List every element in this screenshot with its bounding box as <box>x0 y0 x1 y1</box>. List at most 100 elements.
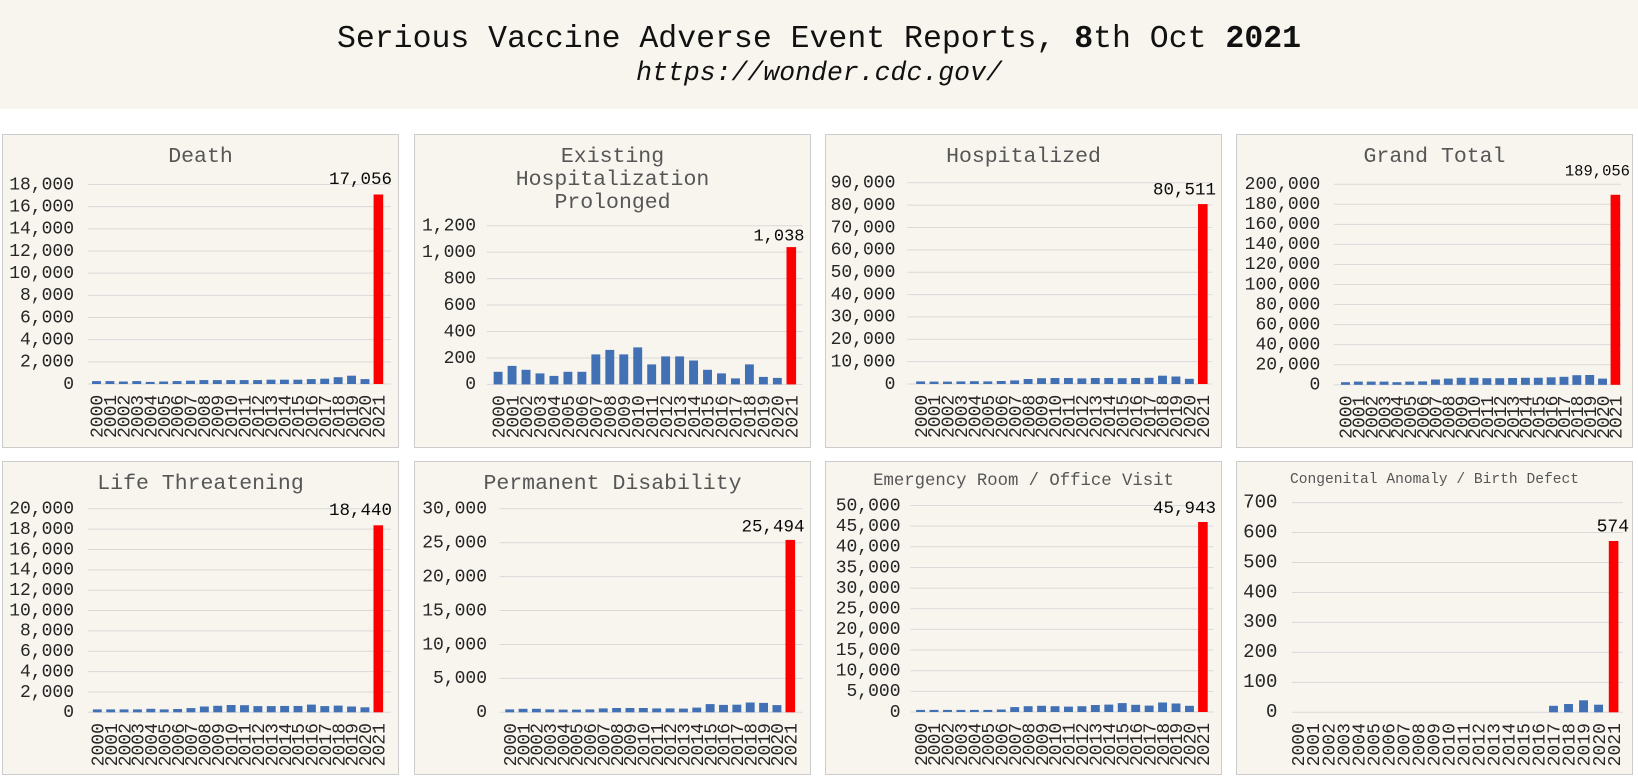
svg-text:2006: 2006 <box>993 395 1013 438</box>
svg-text:2008: 2008 <box>608 723 628 766</box>
svg-text:12,000: 12,000 <box>9 581 74 601</box>
svg-text:2005: 2005 <box>156 395 176 438</box>
svg-text:2007: 2007 <box>183 395 203 438</box>
svg-text:40,000: 40,000 <box>836 538 901 558</box>
svg-text:2002: 2002 <box>528 723 548 766</box>
svg-text:15,000: 15,000 <box>836 641 901 661</box>
svg-text:2003: 2003 <box>130 723 150 766</box>
svg-text:2007: 2007 <box>183 723 203 766</box>
svg-text:200: 200 <box>1243 641 1277 663</box>
svg-text:2013: 2013 <box>671 395 691 438</box>
svg-text:2000: 2000 <box>913 395 933 438</box>
svg-text:2009: 2009 <box>1034 395 1054 438</box>
svg-text:2016: 2016 <box>304 723 324 766</box>
svg-text:2010: 2010 <box>635 723 655 766</box>
svg-text:2005: 2005 <box>1365 723 1385 766</box>
svg-text:2011: 2011 <box>1061 723 1081 766</box>
svg-text:2012: 2012 <box>662 723 682 766</box>
svg-text:2014: 2014 <box>1501 723 1521 766</box>
svg-text:2011: 2011 <box>1479 396 1499 439</box>
svg-text:2001: 2001 <box>103 723 123 766</box>
svg-text:2016: 2016 <box>1128 395 1148 438</box>
svg-text:2000: 2000 <box>913 723 933 766</box>
svg-text:10,000: 10,000 <box>9 601 74 621</box>
svg-text:2000: 2000 <box>490 395 510 438</box>
svg-text:2014: 2014 <box>1101 723 1121 766</box>
svg-text:20,000: 20,000 <box>1255 356 1320 376</box>
svg-text:2020: 2020 <box>1182 395 1202 438</box>
svg-text:Existing: Existing <box>560 145 663 169</box>
svg-text:0: 0 <box>885 375 896 395</box>
svg-text:2014: 2014 <box>1101 395 1121 438</box>
svg-text:4,000: 4,000 <box>20 662 74 682</box>
svg-text:2012: 2012 <box>250 395 270 438</box>
svg-text:2015: 2015 <box>1516 723 1536 766</box>
svg-text:2011: 2011 <box>236 395 256 438</box>
svg-text:2005: 2005 <box>568 723 588 766</box>
svg-text:2015: 2015 <box>1530 396 1550 439</box>
svg-text:2012: 2012 <box>1492 396 1512 439</box>
svg-text:2004: 2004 <box>967 723 987 766</box>
svg-text:2003: 2003 <box>532 395 552 438</box>
svg-text:2014: 2014 <box>277 395 297 438</box>
svg-text:300: 300 <box>1243 611 1277 633</box>
svg-text:12,000: 12,000 <box>9 242 74 262</box>
svg-text:2004: 2004 <box>143 723 163 766</box>
svg-text:2018: 2018 <box>1561 723 1581 766</box>
svg-text:2004: 2004 <box>967 395 987 438</box>
svg-text:2006: 2006 <box>1415 396 1435 439</box>
svg-text:2003: 2003 <box>953 723 973 766</box>
svg-text:2005: 2005 <box>560 395 580 438</box>
svg-text:2021: 2021 <box>1608 396 1628 439</box>
svg-text:2004: 2004 <box>142 395 162 438</box>
svg-text:2016: 2016 <box>1531 723 1551 766</box>
svg-text:2017: 2017 <box>317 395 337 438</box>
svg-text:2013: 2013 <box>263 395 283 438</box>
svg-text:2007: 2007 <box>1395 723 1415 766</box>
svg-text:2008: 2008 <box>196 395 216 438</box>
svg-text:2017: 2017 <box>1141 723 1161 766</box>
svg-text:Prolonged: Prolonged <box>554 191 670 215</box>
svg-text:1,000: 1,000 <box>421 243 475 263</box>
svg-text:5,000: 5,000 <box>432 669 486 689</box>
svg-text:2002: 2002 <box>1363 396 1383 439</box>
svg-text:2017: 2017 <box>1556 396 1576 439</box>
svg-text:2001: 2001 <box>1305 723 1325 766</box>
svg-text:2003: 2003 <box>953 395 973 438</box>
svg-text:0: 0 <box>890 703 901 723</box>
svg-text:2007: 2007 <box>1007 395 1027 438</box>
svg-text:Emergency Room / Office Visit: Emergency Room / Office Visit <box>873 472 1174 491</box>
svg-text:20,000: 20,000 <box>9 500 74 520</box>
svg-text:Life Threatening: Life Threatening <box>97 472 303 496</box>
svg-text:500: 500 <box>1243 551 1277 573</box>
svg-text:2001: 2001 <box>102 395 122 438</box>
svg-text:2010: 2010 <box>223 395 243 438</box>
svg-text:8,000: 8,000 <box>20 622 74 642</box>
svg-text:2019: 2019 <box>1576 723 1596 766</box>
svg-text:2000: 2000 <box>89 395 109 438</box>
svg-text:2018: 2018 <box>741 395 761 438</box>
svg-text:2002: 2002 <box>940 395 960 438</box>
svg-text:2006: 2006 <box>574 395 594 438</box>
svg-text:120,000: 120,000 <box>1245 255 1321 275</box>
svg-text:40,000: 40,000 <box>1255 335 1320 355</box>
svg-text:0: 0 <box>465 375 476 395</box>
svg-text:2008: 2008 <box>602 395 622 438</box>
svg-text:2015: 2015 <box>1114 723 1134 766</box>
svg-text:50,000: 50,000 <box>836 496 901 516</box>
svg-text:2020: 2020 <box>1591 723 1611 766</box>
svg-text:2009: 2009 <box>1453 396 1473 439</box>
svg-text:2021: 2021 <box>371 395 391 438</box>
svg-text:6,000: 6,000 <box>20 308 74 328</box>
svg-text:2016: 2016 <box>303 395 323 438</box>
svg-text:15,000: 15,000 <box>422 601 487 621</box>
svg-text:2020: 2020 <box>1595 396 1615 439</box>
svg-text:2016: 2016 <box>1128 723 1148 766</box>
svg-text:2019: 2019 <box>1168 723 1188 766</box>
svg-text:45,000: 45,000 <box>836 517 901 537</box>
svg-text:10,000: 10,000 <box>831 352 896 372</box>
svg-text:30,000: 30,000 <box>831 308 896 328</box>
svg-text:200: 200 <box>443 349 475 369</box>
svg-text:2011: 2011 <box>648 723 668 766</box>
svg-text:2000: 2000 <box>90 723 110 766</box>
